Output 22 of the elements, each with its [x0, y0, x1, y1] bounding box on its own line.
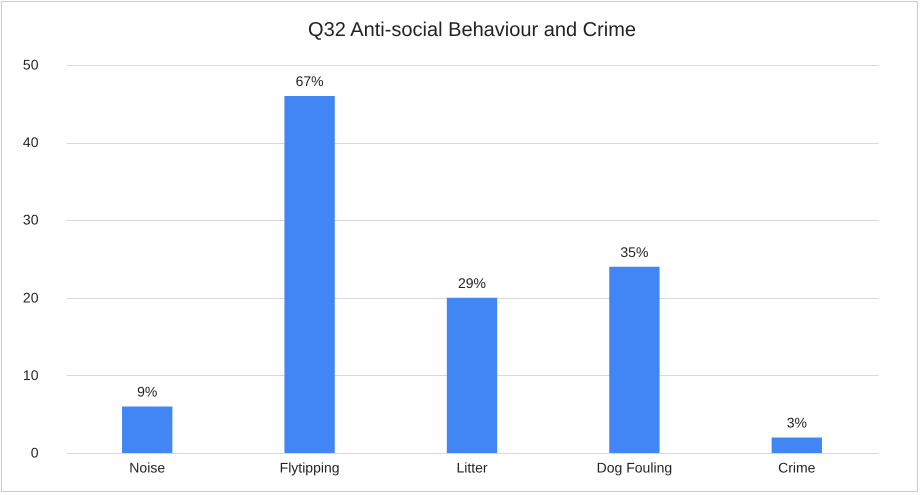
x-tick-label: Dog Fouling — [596, 460, 672, 476]
y-tick-label: 40 — [22, 134, 39, 150]
bar — [446, 298, 498, 453]
annotation: 3% — [786, 414, 807, 430]
annotation: 67% — [296, 73, 324, 90]
bar — [609, 266, 660, 453]
bar — [122, 406, 172, 453]
x-tick-label: Flytipping — [280, 460, 340, 476]
y-tick-label: 0 — [30, 444, 39, 460]
x-tick-label: Litter — [456, 460, 488, 476]
annotation: 29% — [458, 274, 486, 291]
y-tick-label: 50 — [22, 56, 39, 72]
chart-title: Q32 Anti-social Behaviour and Crime — [308, 19, 636, 41]
annotation: 9% — [137, 383, 158, 400]
y-tick-label: 20 — [22, 289, 39, 306]
y-tick-label: 30 — [22, 212, 39, 228]
annotation: 35% — [620, 244, 648, 260]
y-tick-label: 10 — [22, 366, 39, 383]
bar — [772, 437, 822, 453]
x-tick-label: Noise — [129, 460, 166, 476]
bar — [284, 96, 335, 453]
x-tick-label: Crime — [778, 460, 816, 476]
